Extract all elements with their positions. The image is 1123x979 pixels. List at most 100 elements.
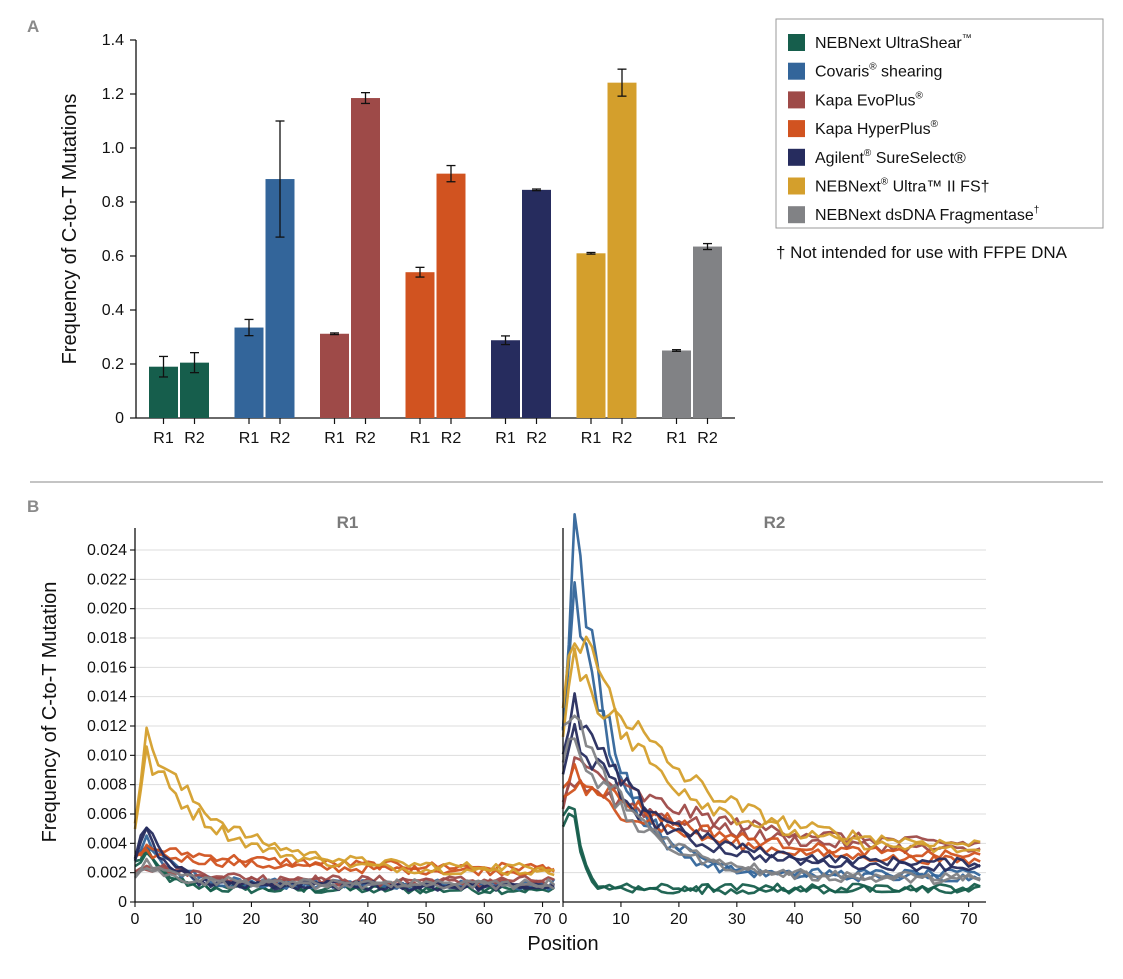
series-line: [562, 714, 981, 882]
legend-box: [775, 18, 1104, 229]
legend-swatch: [788, 62, 805, 80]
bar: [320, 333, 349, 418]
x-tick-label: 30: [728, 911, 746, 928]
y-tick-label: 0.8: [102, 194, 124, 211]
legend-swatch: [788, 34, 805, 51]
x-tick-label: R1: [239, 430, 260, 447]
x-tick-label: 50: [417, 911, 435, 928]
legend-label: NEBNext dsDNA Fragmentase†: [815, 205, 1039, 224]
y-tick-label: 0.014: [87, 689, 127, 706]
series-line: [561, 737, 981, 886]
panel-label-a: A: [27, 17, 39, 36]
legend-label: Kapa HyperPlus®: [815, 119, 939, 138]
series-line: [133, 726, 555, 873]
series-line: [561, 647, 981, 854]
y-tick-label: 0.012: [87, 718, 127, 735]
x-axis-title: Position: [527, 933, 598, 955]
bar: [405, 272, 435, 418]
legend-swatch: [788, 177, 805, 195]
bar: [436, 173, 466, 418]
y-tick-label: 0.016: [87, 659, 127, 676]
legend-label: Covaris® shearing: [815, 62, 942, 81]
y-tick-label: 0.4: [102, 302, 124, 319]
legend-swatch: [788, 120, 805, 138]
x-tick-label: R2: [441, 430, 462, 447]
legend-swatch: [788, 206, 805, 224]
series-line: [134, 857, 556, 890]
x-tick-label: R2: [355, 430, 376, 447]
y-tick-label: 0.018: [87, 630, 127, 647]
series-line: [561, 805, 981, 894]
series-line: [133, 866, 555, 891]
bar: [234, 327, 264, 418]
x-tick-label: R1: [153, 430, 174, 447]
facet-title: R2: [764, 513, 786, 532]
legend-swatch: [788, 91, 805, 109]
x-tick-label: R1: [666, 430, 687, 447]
bar: [491, 340, 520, 418]
legend: NEBNext UltraShear™ Covaris® shearing Kapa…: [775, 18, 1104, 229]
y-tick-label: 0.006: [87, 806, 127, 823]
x-tick-label: R2: [526, 430, 547, 447]
bar: [351, 98, 380, 419]
x-tick-label: R2: [270, 430, 291, 447]
facet-title: R1: [337, 513, 359, 532]
x-tick-label: 10: [184, 911, 202, 928]
y-tick-label: 0: [115, 410, 124, 427]
x-tick-label: R2: [697, 430, 718, 447]
panel-label-b: B: [27, 497, 39, 516]
x-tick-label: R2: [612, 430, 633, 447]
y-axis-title: Frequency of C-to-T Mutations: [59, 94, 81, 365]
series-line: [561, 512, 981, 880]
y-tick-label: 0.020: [87, 601, 127, 618]
y-tick-label: 0.022: [87, 571, 127, 588]
x-tick-label: 0: [559, 911, 568, 928]
y-tick-label: 0.6: [102, 248, 124, 265]
y-tick-label: 0: [118, 894, 127, 911]
y-tick-label: 0.010: [87, 747, 127, 764]
x-tick-label: 0: [131, 911, 140, 928]
x-tick-label: R1: [324, 430, 345, 447]
series-line: [561, 812, 981, 896]
bar: [693, 246, 722, 418]
legend-footnote: † Not intended for use with FFPE DNA: [776, 243, 1068, 262]
x-tick-label: 20: [670, 911, 688, 928]
y-tick-label: 0.002: [87, 865, 127, 882]
legend-label: Kapa EvoPlus®: [815, 90, 924, 109]
x-tick-label: 60: [475, 911, 493, 928]
x-tick-label: R1: [581, 430, 602, 447]
y-tick-label: 0.008: [87, 777, 127, 794]
y-tick-label: 1.4: [102, 32, 124, 49]
y-tick-label: 1.2: [102, 86, 124, 103]
y-tick-label: 0.024: [87, 542, 127, 559]
y-tick-label: 1.0: [102, 140, 124, 157]
y-tick-label: 0.004: [87, 835, 127, 852]
legend-label: NEBNext UltraShear™: [815, 33, 972, 52]
x-tick-label: 40: [359, 911, 377, 928]
x-tick-label: 50: [844, 911, 862, 928]
panel-a-bar-chart: 0 0.2 0.4 0.6 0.8 1.0 1.2 1.4 Frequency of C-to-…: [59, 32, 735, 447]
bar: [662, 350, 691, 418]
x-tick-label: 20: [243, 911, 261, 928]
x-tick-label: 40: [786, 911, 804, 928]
legend-label: Agilent® SureSelect®: [815, 148, 966, 167]
bar: [522, 189, 551, 418]
y-axis-title: Frequency of C-to-T Mutation: [39, 582, 61, 843]
series-line: [561, 692, 981, 868]
x-tick-label: R1: [495, 430, 516, 447]
bar: [607, 82, 637, 418]
legend-swatch: [788, 148, 805, 166]
series-line: [561, 635, 981, 848]
panel-b-line-chart: 0 0.002 0.004 0.006 0.008 0.010 0.012 0.014 0.01…: [39, 512, 986, 955]
y-tick-label: 0.2: [102, 356, 124, 373]
legend-label: NEBNext® Ultra™ II FS†: [815, 177, 990, 196]
x-tick-label: 30: [301, 911, 319, 928]
x-tick-label: 10: [612, 911, 630, 928]
x-tick-label: 70: [960, 911, 978, 928]
bar: [576, 253, 606, 418]
x-tick-label: R2: [184, 430, 205, 447]
x-tick-label: 60: [902, 911, 920, 928]
x-tick-label: 70: [534, 911, 552, 928]
x-tick-label: R1: [410, 430, 431, 447]
